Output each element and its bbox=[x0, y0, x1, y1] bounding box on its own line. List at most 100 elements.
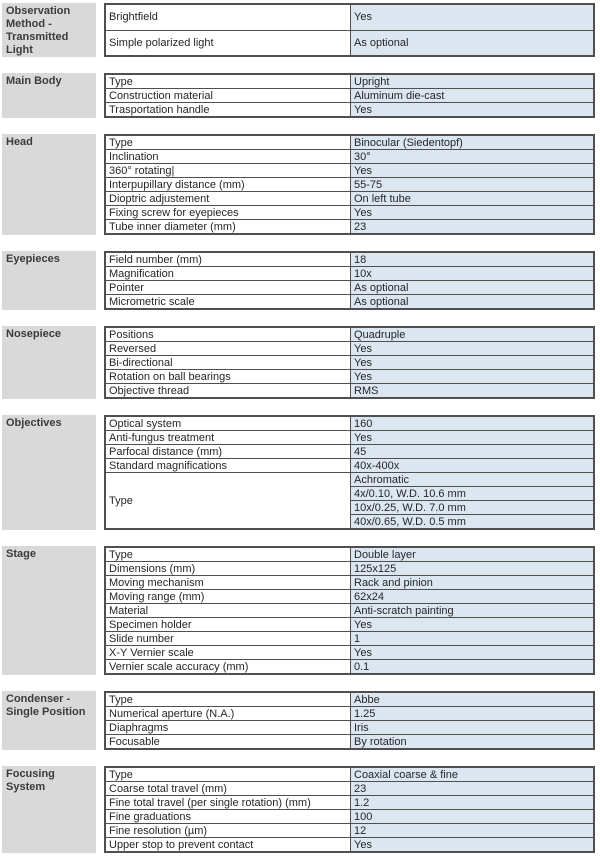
table-row: Construction material Aluminum die-cast bbox=[104, 88, 595, 103]
table-row: Type Abbe bbox=[104, 691, 595, 707]
property-cell: 360° rotating| bbox=[104, 163, 351, 178]
table-row: Vernier scale accuracy (mm) 0.1 bbox=[104, 659, 595, 675]
value-cell: 18 bbox=[350, 251, 595, 267]
value-cell: 62x24 bbox=[350, 589, 595, 604]
property-cell: Type bbox=[104, 691, 351, 707]
table-row: Type Achromatic bbox=[104, 472, 595, 530]
value-cell: Yes bbox=[350, 430, 595, 445]
table-row: 10x/0.25, W.D. 7.0 mm bbox=[105, 500, 595, 515]
spec-rows-table: Type Abbe Numerical aperture (N.A.) 1.25 Dia… bbox=[104, 691, 595, 750]
table-row: Objective thread RMS bbox=[104, 383, 595, 399]
table-row: Moving mechanism Rack and pinion bbox=[104, 575, 595, 590]
property-cell: Reversed bbox=[104, 341, 351, 356]
value-cell: 1.2 bbox=[350, 795, 595, 810]
property-cell: Material bbox=[104, 603, 351, 618]
value-cell: Aluminum die-cast bbox=[350, 88, 595, 103]
table-row: Micrometric scale As optional bbox=[104, 294, 595, 310]
value-cell: Quadruple bbox=[350, 326, 595, 342]
property-cell: Magnification bbox=[104, 266, 351, 281]
property-cell: Fixing screw for eyepieces bbox=[104, 205, 351, 220]
table-row: Trasportation handle Yes bbox=[104, 102, 595, 118]
value-cell: Anti-scratch painting bbox=[350, 603, 595, 618]
value-cell: Yes bbox=[350, 102, 595, 118]
property-cell: Type bbox=[104, 546, 351, 562]
value-cell: Yes bbox=[350, 617, 595, 632]
value-cell: 160 bbox=[350, 415, 595, 431]
value-cell: As optional bbox=[350, 29, 595, 57]
value-cell: Abbe bbox=[350, 691, 595, 707]
table-row: Inclination 30° bbox=[104, 149, 595, 164]
spec-rows-table: Type Double layer Dimensions (mm) 125x125 Mo… bbox=[104, 546, 595, 675]
property-cell: Focusable bbox=[104, 734, 351, 750]
property-cell: Numerical aperture (N.A.) bbox=[104, 706, 351, 721]
table-row: Type Coaxial coarse & fine bbox=[104, 766, 595, 782]
table-row: Anti-fungus treatment Yes bbox=[104, 430, 595, 445]
value-cell: Yes bbox=[350, 205, 595, 220]
table-row: Slide number 1 bbox=[104, 631, 595, 646]
value-cell: 1.25 bbox=[350, 706, 595, 721]
value-cell: Yes bbox=[350, 163, 595, 178]
property-cell: Standard magnifications bbox=[104, 458, 351, 473]
table-row: Upper stop to prevent contact Yes bbox=[104, 837, 595, 853]
value-cell: Binocular (Siedentopf) bbox=[350, 134, 595, 150]
table-row: Positions Quadruple bbox=[104, 326, 595, 342]
table-row: Moving range (mm) 62x24 bbox=[104, 589, 595, 604]
value-cell: Yes bbox=[350, 355, 595, 370]
property-cell: Fine resolution (µm) bbox=[104, 823, 351, 838]
value-cell: As optional bbox=[350, 280, 595, 295]
value-cell: Yes bbox=[350, 645, 595, 660]
value-cell: 23 bbox=[350, 219, 595, 235]
value-cell: On left tube bbox=[350, 191, 595, 206]
table-row: Fine total travel (per single rotation) … bbox=[104, 795, 595, 810]
table-row: Bi-directional Yes bbox=[104, 355, 595, 370]
value-cell: Upright bbox=[350, 73, 595, 89]
section-title: Focusing System bbox=[2, 766, 96, 853]
table-row: Field number (mm) 18 bbox=[104, 251, 595, 267]
spec-rows-table: Type Binocular (Siedentopf) Inclination 30°… bbox=[104, 134, 595, 235]
spec-section: Nosepiece Positions Quadruple Reversed Yes Bi… bbox=[2, 326, 595, 399]
value-cell: 4x/0.10, W.D. 10.6 mm bbox=[350, 486, 595, 501]
table-row: 40x/0.65, W.D. 0.5 mm bbox=[105, 514, 595, 530]
value-cell: 23 bbox=[350, 781, 595, 796]
value-cell: 1 bbox=[350, 631, 595, 646]
spec-section: Stage Type Double layer Dimensions (mm) 125x… bbox=[2, 546, 595, 675]
property-cell: Dioptric adjustement bbox=[104, 191, 351, 206]
value-cell: Yes bbox=[350, 341, 595, 356]
table-row: X-Y Vernier scale Yes bbox=[104, 645, 595, 660]
table-row: Interpupillary distance (mm) 55-75 bbox=[104, 177, 595, 192]
table-row: Type Binocular (Siedentopf) bbox=[104, 134, 595, 150]
section-title: Stage bbox=[2, 546, 96, 675]
section-title: Main Body bbox=[2, 73, 96, 118]
property-cell: Pointer bbox=[104, 280, 351, 295]
spec-rows-table: Optical system 160 Anti-fungus treatment Ye… bbox=[104, 415, 595, 530]
table-row: Specimen holder Yes bbox=[104, 617, 595, 632]
spec-section: Focusing System Type Coaxial coarse & fine… bbox=[2, 766, 595, 853]
value-cell: Coaxial coarse & fine bbox=[350, 766, 595, 782]
property-cell: Micrometric scale bbox=[104, 294, 351, 310]
property-cell: Type bbox=[104, 73, 351, 89]
property-cell: Bi-directional bbox=[104, 355, 351, 370]
property-cell: Optical system bbox=[104, 415, 351, 431]
value-cell: By rotation bbox=[350, 734, 595, 750]
table-row: Dioptric adjustement On left tube bbox=[104, 191, 595, 206]
property-cell: Dimensions (mm) bbox=[104, 561, 351, 576]
property-cell: Anti-fungus treatment bbox=[104, 430, 351, 445]
section-title: Nosepiece bbox=[2, 326, 96, 399]
value-cell: Yes bbox=[350, 369, 595, 384]
property-cell: Objective thread bbox=[104, 383, 351, 399]
property-cell: Parfocal distance (mm) bbox=[104, 444, 351, 459]
value-cell: RMS bbox=[350, 383, 595, 399]
property-cell: Moving range (mm) bbox=[104, 589, 351, 604]
value-cell: 30° bbox=[350, 149, 595, 164]
table-row: Focusable By rotation bbox=[104, 734, 595, 750]
property-cell: Field number (mm) bbox=[104, 251, 351, 267]
property-cell: Inclination bbox=[104, 149, 351, 164]
table-row: Parfocal distance (mm) 45 bbox=[104, 444, 595, 459]
value-cell: 12 bbox=[350, 823, 595, 838]
value-cell: 10x bbox=[350, 266, 595, 281]
property-cell: Type bbox=[104, 472, 351, 530]
spec-rows-table: Field number (mm) 18 Magnification 10x Point… bbox=[104, 251, 595, 310]
property-cell: Type bbox=[104, 766, 351, 782]
table-row: Reversed Yes bbox=[104, 341, 595, 356]
value-cell: 10x/0.25, W.D. 7.0 mm bbox=[350, 500, 595, 515]
